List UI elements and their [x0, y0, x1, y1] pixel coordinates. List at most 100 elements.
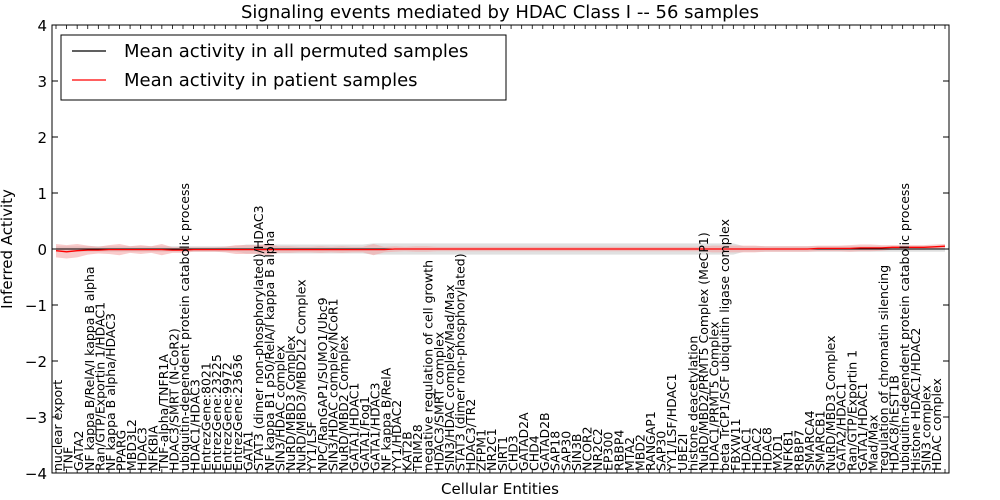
- x-tick-label: NuRD/MBD3 Complex: [283, 335, 298, 471]
- x-tick-label: GATAD2A: [516, 412, 531, 471]
- x-tick-label: Histone HDAC1/HDAC2: [908, 328, 923, 471]
- x-tick-label: MBD2: [632, 434, 647, 471]
- legend-entry-permuted: Mean activity in all permuted samples: [124, 41, 468, 62]
- x-tick-label: KAT2B: [399, 431, 414, 471]
- x-tick-label: GATA2/HDAC1: [834, 383, 849, 471]
- x-tick-label: HDAC1/HDAC3: [188, 379, 203, 471]
- x-tick-label: EntrezGene:8021: [198, 362, 213, 471]
- x-tick-label: GATA1/HDAC1: [855, 383, 870, 471]
- x-tick-label: SIN3/HDAC complex/NCoR1: [325, 298, 340, 471]
- x-tick-label: NFKBIA: [145, 425, 160, 471]
- y-tick-label: 4: [37, 17, 47, 35]
- x-tick-label: EntrezGene:23225: [209, 354, 224, 471]
- x-tick-label: NuRD/MBD3 Complex: [823, 335, 838, 471]
- x-tick-label: YY1/HDAC2: [389, 400, 404, 472]
- x-tick-label: PPARG: [114, 430, 129, 471]
- x-tick-label: YY1/LSF/HDAC1: [664, 373, 679, 472]
- x-tick-label: ubiquitin-dependent protein catabolic pr…: [897, 183, 912, 471]
- x-tick-label: HDAC1/PRMT5 Complex: [707, 322, 722, 471]
- patient-mean-line: [55, 245, 946, 253]
- x-tick-label: HDAC2: [749, 427, 764, 471]
- y-tick-label: 0: [37, 241, 47, 259]
- x-tick-label: TRIM28: [410, 424, 425, 472]
- y-tick-label: 2: [37, 129, 47, 147]
- patient-spread-band: [56, 244, 945, 259]
- x-tick-label: HDAC complex: [929, 378, 944, 471]
- x-tick-label: GATA1/Fog1: [357, 396, 372, 471]
- x-tick-label: regulation of chromatin silencing: [876, 265, 891, 471]
- x-tick-label: negative regulation of cell growth: [421, 260, 436, 471]
- x-tick-label: NR2C1: [484, 428, 499, 471]
- x-tick-label: NR2C2: [590, 428, 605, 471]
- x-tick-label: HDAC3/SMRT complex: [431, 332, 446, 471]
- x-tick-label: GATA2: [71, 431, 86, 471]
- x-tick-label: SIN3/HDAC complex: [272, 345, 287, 471]
- x-tick-label: HDAC1: [738, 427, 753, 471]
- x-tick-label: nuclear export: [50, 380, 65, 471]
- y-tick-label: −3: [25, 409, 47, 427]
- x-tick-label: SMARCB1: [813, 410, 828, 471]
- x-tick-label: RANGAP1: [643, 411, 658, 471]
- x-tick-label: ZFPM1: [474, 429, 489, 471]
- x-tick-label: GATA1/HDAC1: [347, 383, 362, 471]
- series-lines: [55, 245, 946, 253]
- x-tick-label: NF kappa B1 p50/RelA/I kappa B alpha: [262, 231, 277, 471]
- x-tick-label: HDAC3/SMRT (N-CoR2): [166, 328, 181, 471]
- x-tick-label: EntrezGene:23636: [230, 354, 245, 471]
- chart-title: Signaling events mediated by HDAC Class …: [241, 2, 759, 23]
- x-tick-label: CHD4: [527, 435, 542, 471]
- y-tick-label: −4: [25, 465, 47, 483]
- x-tick-label: SIRT1: [495, 436, 510, 471]
- x-tick-label: GATA1: [241, 431, 256, 471]
- y-tick-label: −2: [25, 353, 47, 371]
- x-tick-label: SAP30: [558, 431, 573, 471]
- x-tick-label: Ran/GTP/Exportin 1/HDAC1: [92, 302, 107, 471]
- x-tick-label: NF kappa B/RelA: [378, 367, 393, 471]
- x-tick-label: histone deacetylation: [685, 336, 700, 471]
- x-tick-label: Ran/GTP/Exportin 1: [844, 350, 859, 471]
- x-tick-label: beta TrCP1/SCF ubiquitin ligase complex: [717, 219, 732, 471]
- x-tick-label: GATAD2B: [537, 412, 552, 471]
- x-tick-label: SIN3B: [569, 434, 584, 472]
- y-axis-label: Inferred Activity: [0, 189, 16, 309]
- x-tick-label: ubiquitin-dependent protein catabolic pr…: [177, 183, 192, 471]
- x-axis-label: Cellular Entities: [441, 480, 559, 498]
- x-tick-label: TNF: [61, 447, 76, 472]
- x-tick-label: NuRD/MBD3/MBD2L2 Complex: [294, 279, 309, 471]
- x-tick-label: RBBP7: [791, 430, 806, 471]
- x-tick-label: EntrezGene:9972: [219, 362, 234, 471]
- x-tick-label: TNF-alpha/TNFR1A: [156, 354, 171, 472]
- x-tick-label: MXD1: [770, 434, 785, 471]
- x-tick-label: SMARCA4: [802, 410, 817, 471]
- legend-box: [60, 34, 507, 101]
- x-tick-label: YY1/LSF: [304, 421, 319, 472]
- x-tick-label: NPC/RanGAP1/SUMO1/Ubc9: [315, 297, 330, 471]
- x-tick-label: NF kappa B/RelA/I kappa B alpha: [82, 266, 97, 471]
- x-tick-label: STAT3 (dimer non-phosphorylated)/HDAC3: [251, 205, 266, 471]
- x-tick-label: GATA1/HDAC3: [368, 383, 383, 471]
- x-tick-label: HDAC8: [760, 427, 775, 471]
- x-tick-label: EP300: [601, 432, 616, 471]
- x-tick-label: Mad/Max: [865, 415, 880, 471]
- x-tick-label: STAT3 (dimer non-phosphorylated): [452, 253, 467, 471]
- x-tick-label: SAP18: [548, 431, 563, 471]
- x-tick-label: UBE2I: [675, 434, 690, 471]
- y-tick-label: −1: [25, 297, 47, 315]
- x-tick-label: HDAC3: [135, 427, 150, 471]
- x-tick-label: MTA2: [622, 437, 637, 471]
- x-tick-label: NuRD/MBD2 Complex: [336, 335, 351, 471]
- x-tick-label: RBBP4: [611, 430, 626, 471]
- x-tick-label: SIN3/HDAC complex/Mad/Max: [442, 284, 457, 471]
- y-tick-label: 3: [37, 73, 47, 91]
- x-tick-label: NCOR2: [580, 426, 595, 471]
- x-tick-label: FBXW11: [728, 418, 743, 471]
- y-tick-label: 1: [37, 185, 47, 203]
- legend-entry-patient: Mean activity in patient samples: [124, 70, 418, 91]
- x-tick-label: SIN3 complex: [918, 385, 933, 471]
- x-tick-label: SAP30: [654, 431, 669, 471]
- x-tick-label: NuRD/MBD2/PRMT5 Complex (MeCP1): [696, 232, 711, 471]
- x-tick-label: HDAC8/hEST1B: [887, 375, 902, 471]
- x-tick-label: HDAC3/TR2: [463, 399, 478, 471]
